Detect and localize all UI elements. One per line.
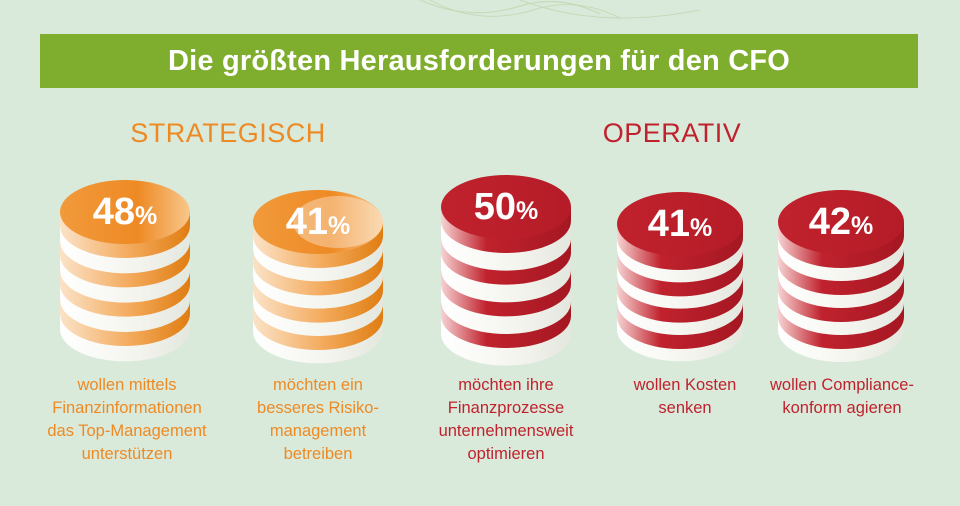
value-label-1: 48% — [93, 191, 158, 233]
description-3: möchten ihre Finanzprozesse unternehmens… — [438, 376, 574, 463]
description-4: wollen Kosten senken — [633, 376, 737, 417]
page-title: Die größten Herausforderungen für den CF… — [167, 44, 791, 77]
cylinder-2: 41% — [253, 190, 383, 364]
value-label-2: 41% — [286, 201, 351, 243]
cylinder-4: 41% — [617, 192, 743, 362]
value-label-3: 50% — [474, 186, 539, 228]
value-label-4: 41% — [648, 203, 713, 245]
description-2: möchten ein besseres Risiko- management … — [257, 376, 379, 463]
title-banner: Die größten Herausforderungen für den CF… — [40, 34, 918, 88]
section-label-operative: OPERATIV — [602, 118, 742, 148]
value-label-5: 42% — [809, 201, 874, 243]
section-label-strategic: STRATEGISCH — [130, 118, 326, 148]
cylinder-3: 50% — [441, 175, 571, 366]
description-1: wollen mittels Finanzinformationen das T… — [47, 376, 207, 463]
description-5: wollen Compliance- konform agieren — [770, 376, 914, 417]
cylinder-1: 48% — [60, 180, 190, 362]
decorative-swirls — [419, 0, 701, 19]
cylinder-5: 42% — [778, 190, 904, 362]
